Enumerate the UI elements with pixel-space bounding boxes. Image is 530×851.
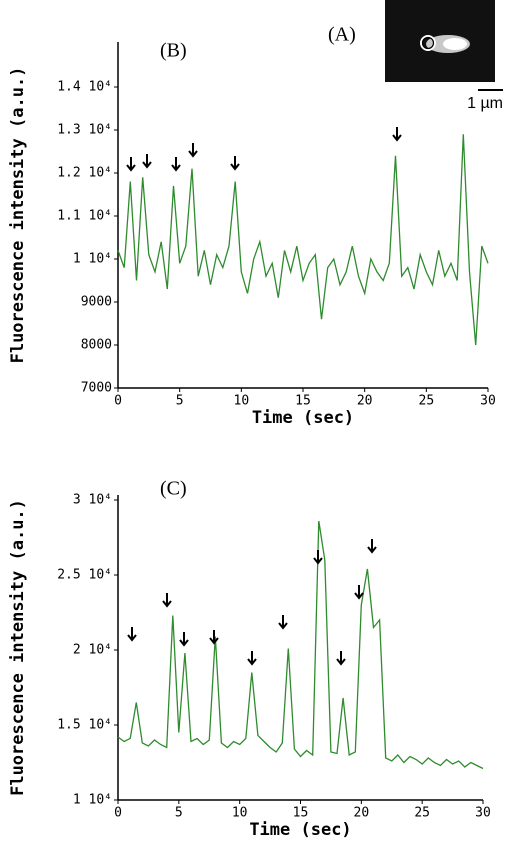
x-tick-label: 20 (357, 394, 373, 409)
y-tick-label: 7000 (81, 381, 112, 396)
x-tick-label: 15 (295, 394, 311, 409)
y-axis-label: Fluorescence intensity (a.u.) (8, 67, 28, 364)
y-tick-label: 2 10⁴ (73, 643, 112, 658)
y-tick-label: 1 10⁴ (73, 252, 112, 267)
x-tick-label: 25 (414, 806, 430, 821)
y-tick-label: 1.4 10⁴ (57, 80, 112, 95)
y-tick-label: 8000 (81, 338, 112, 353)
x-tick-label: 30 (480, 394, 496, 409)
x-tick-label: 30 (475, 806, 491, 821)
x-tick-label: 10 (232, 806, 248, 821)
x-tick-label: 5 (176, 394, 184, 409)
arrows (126, 127, 402, 666)
x-tick-label: 20 (354, 806, 370, 821)
x-tick-label: 15 (293, 806, 309, 821)
y-tick-label: 1.3 10⁴ (57, 123, 112, 138)
y-tick-label: 1.2 10⁴ (57, 166, 112, 181)
panel-label: (C) (160, 478, 187, 500)
trace (117, 520, 484, 770)
panel-label: (B) (160, 40, 187, 62)
trace (117, 134, 489, 346)
y-tick-label: 1.1 10⁴ (57, 209, 112, 224)
y-tick-label: 9000 (81, 295, 112, 310)
y-axis-label: Fluorescence intensity (a.u.) (8, 499, 28, 796)
scale-bar-label: 1 µm (467, 95, 503, 112)
x-tick-label: 25 (419, 394, 435, 409)
panel-label: (A) (328, 24, 356, 46)
roi-circle (420, 35, 436, 51)
x-axis-label: Time (sec) (249, 820, 351, 840)
y-tick-label: 1.5 10⁴ (57, 718, 112, 733)
y-tick-label: 2.5 10⁴ (57, 568, 112, 583)
cell-core (443, 38, 467, 50)
x-axis-label: Time (sec) (252, 408, 354, 428)
x-tick-label: 10 (234, 394, 250, 409)
x-tick-label: 0 (114, 806, 122, 821)
roi-circle-inner (421, 36, 435, 50)
y-tick-label: 1 10⁴ (73, 793, 112, 808)
y-tick-label: 3 10⁴ (73, 493, 112, 508)
x-tick-label: 0 (114, 394, 122, 409)
x-tick-label: 5 (175, 806, 183, 821)
